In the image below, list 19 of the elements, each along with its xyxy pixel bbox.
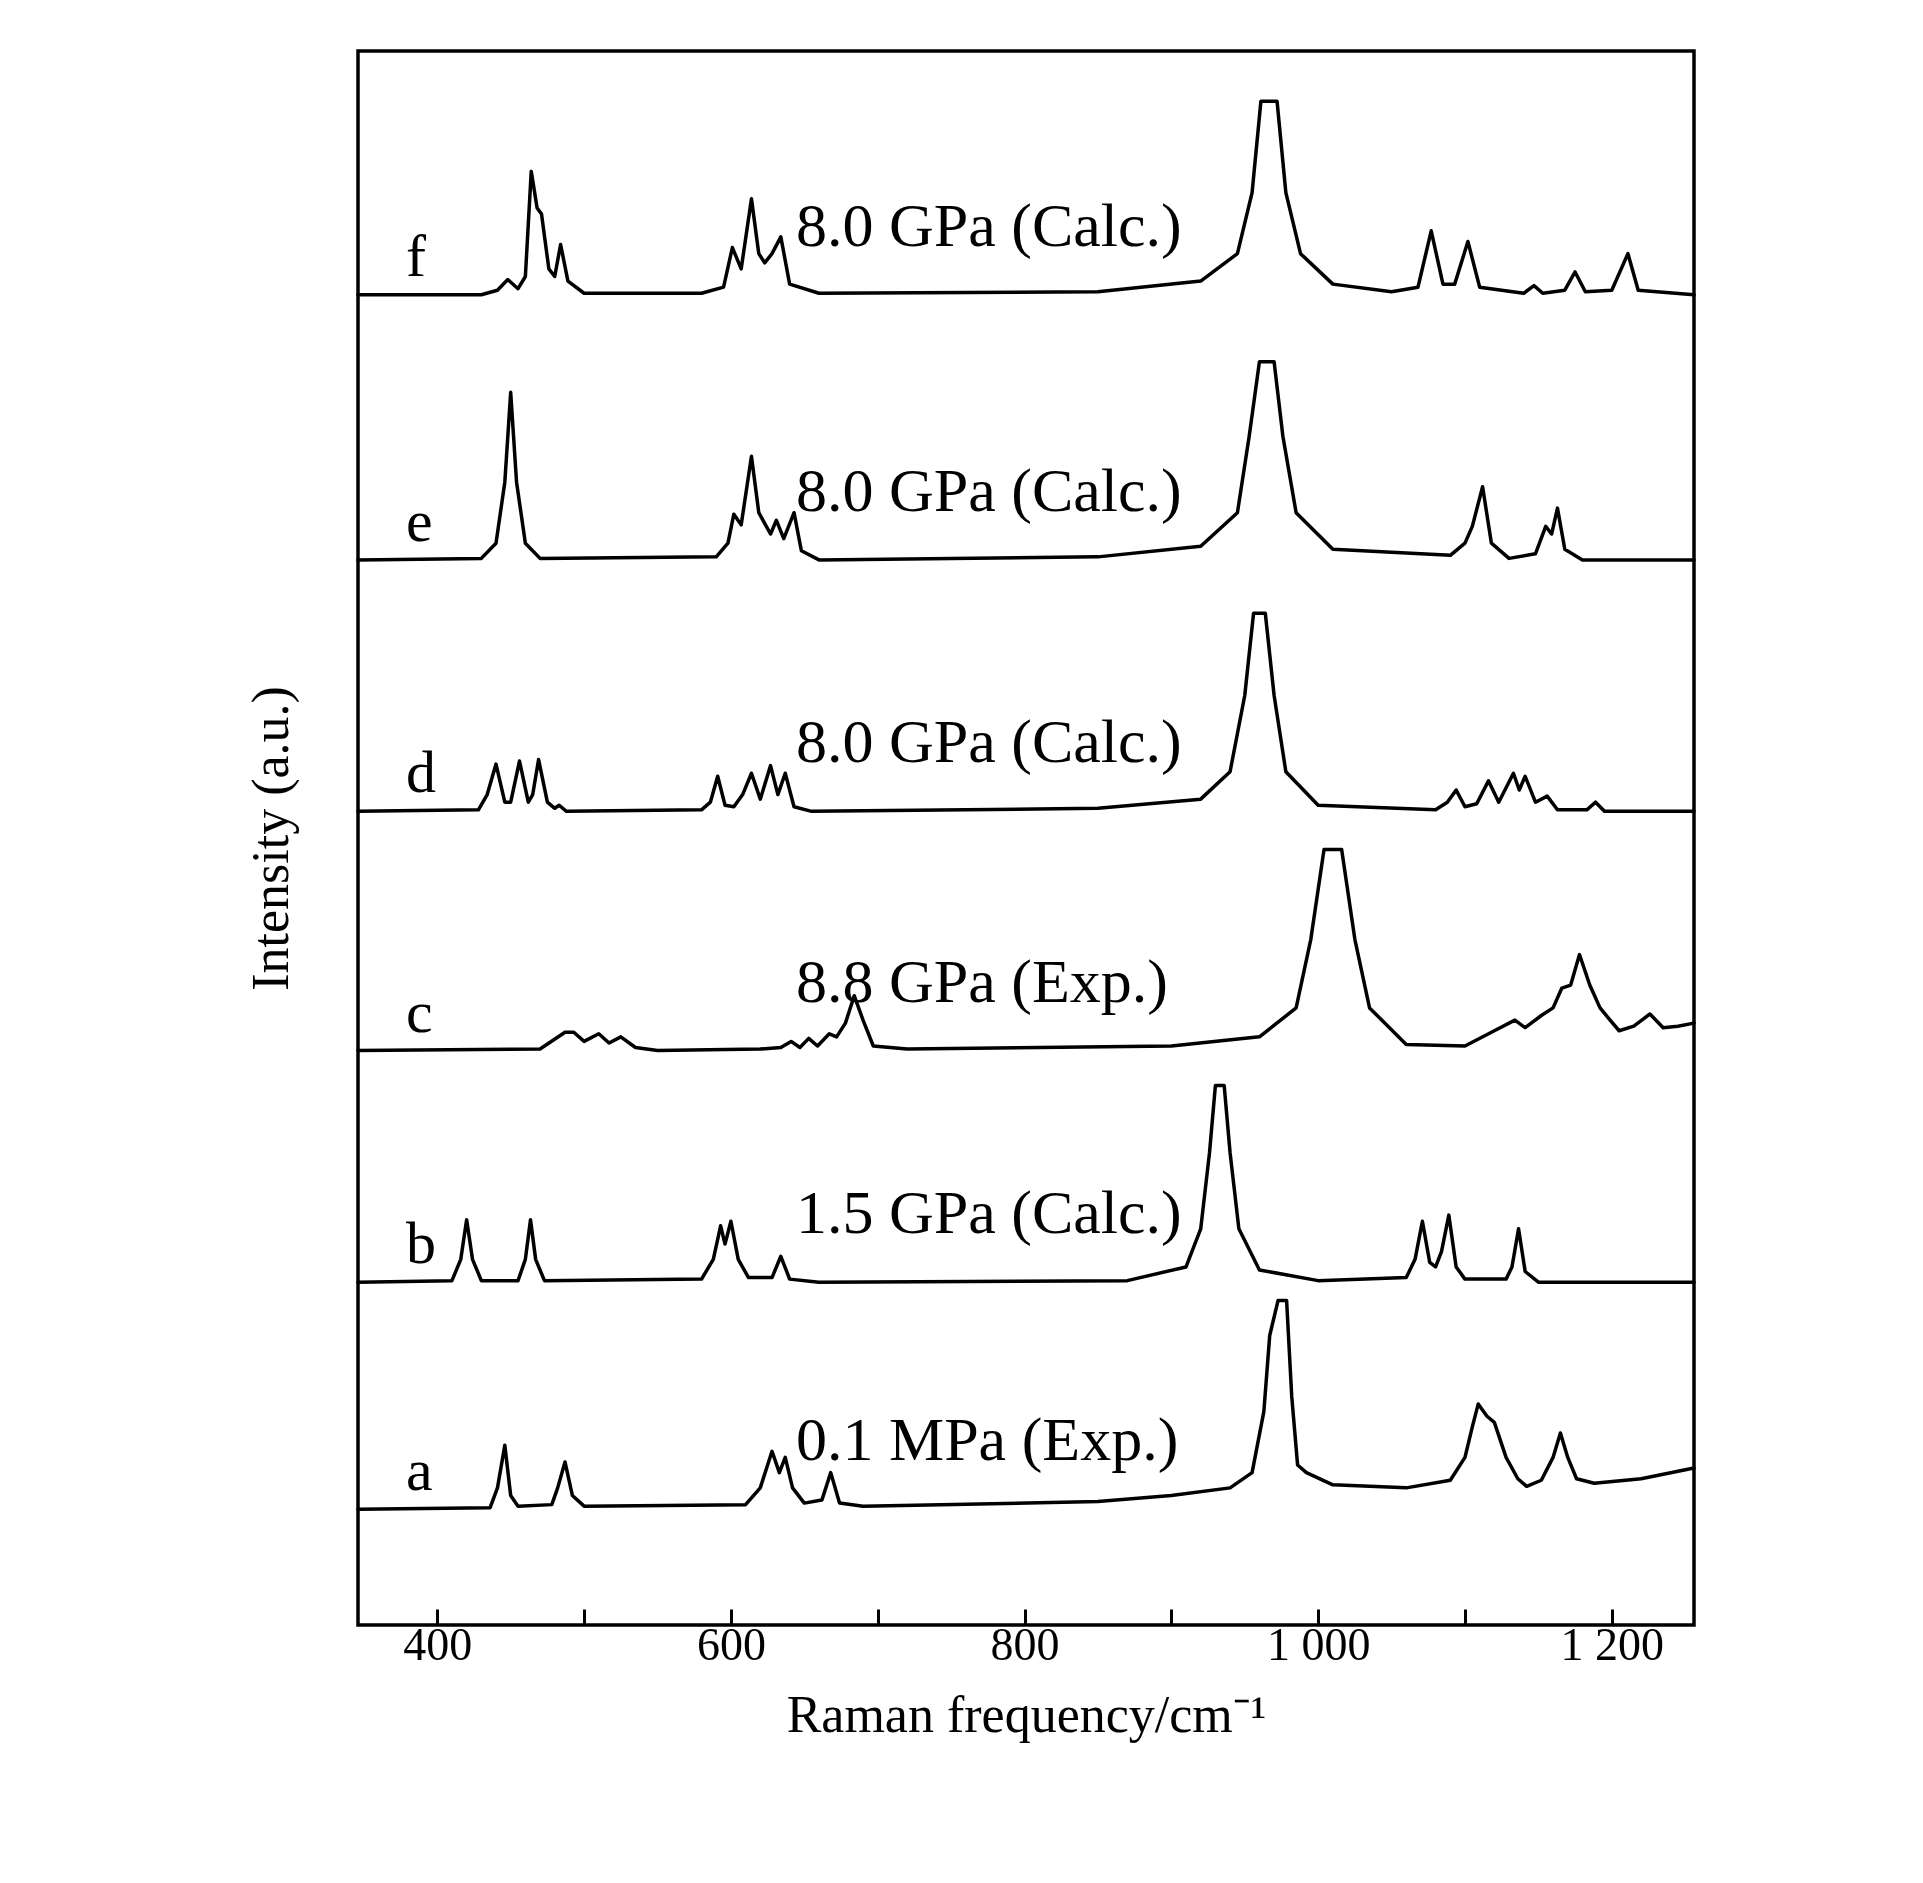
annotation: 8.0 GPa (Calc.) xyxy=(796,707,1182,777)
series-label: a xyxy=(406,1437,433,1504)
x-axis-title: Raman frequency/cm⁻¹ xyxy=(786,1685,1267,1743)
annotation: 8.0 GPa (Calc.) xyxy=(796,455,1182,525)
x-tick-label: 800 xyxy=(990,1618,1060,1670)
series-label: d xyxy=(406,739,436,806)
series-label: e xyxy=(406,487,433,554)
x-tick-label: 1 200 xyxy=(1560,1618,1665,1670)
annotation: 8.8 GPa (Exp.) xyxy=(796,946,1168,1016)
series-label: c xyxy=(406,978,433,1045)
annotation: 1.5 GPa (Calc.) xyxy=(796,1178,1182,1248)
x-tick-label: 400 xyxy=(403,1618,473,1670)
y-axis-title: Intensity (a.u.) xyxy=(241,686,300,991)
annotation: 0.1 MPa (Exp.) xyxy=(796,1405,1179,1475)
series-label: f xyxy=(406,222,426,289)
series-label: b xyxy=(406,1210,436,1277)
annotation: 8.0 GPa (Calc.) xyxy=(796,190,1182,260)
x-tick-label: 600 xyxy=(696,1618,766,1670)
x-tick-label: 1 000 xyxy=(1266,1618,1371,1670)
